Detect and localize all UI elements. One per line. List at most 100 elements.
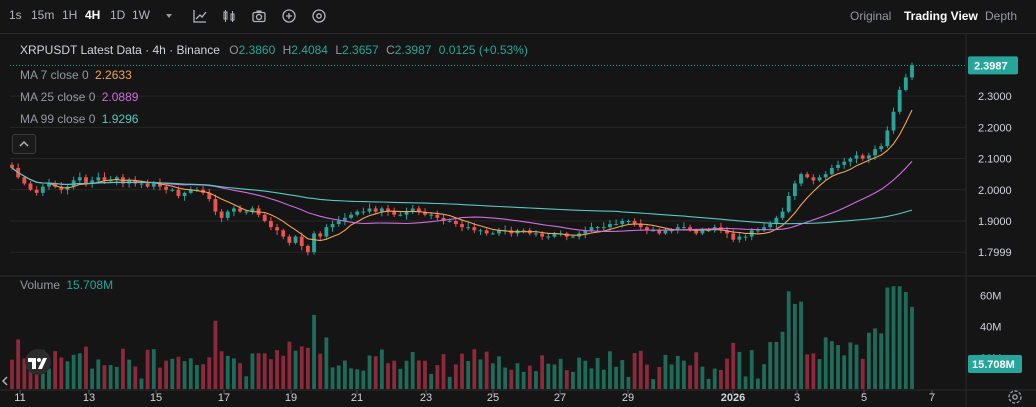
volume-bar [879,333,884,389]
ohlc-close: 2.3987 [394,43,432,57]
current-price-label: 2.3987 [974,60,1008,72]
xaxis-tick-label: 29 [622,392,634,404]
volume-bar [59,357,64,389]
candle-body [792,183,797,196]
volume-bar [829,341,834,389]
candle-body [848,158,853,162]
timeframe-1w[interactable]: 1W [132,8,150,22]
volume-bar [608,351,612,389]
volume-bar [164,360,169,389]
volume-bar [361,370,366,389]
candle-body [262,214,267,221]
candle-body [675,227,680,231]
volume-bar [755,378,760,389]
scroll-left-icon[interactable] [0,373,10,389]
timeframe-1s[interactable]: 1s [9,8,22,22]
camera-icon[interactable] [251,8,267,24]
volume-bar [632,353,637,389]
candle-body [737,236,742,240]
xaxis-tick-label: 2026 [721,392,745,404]
volume-bar [836,345,840,389]
candle-body [10,164,14,168]
ma7-line [11,109,913,242]
candle-body [903,77,908,90]
volume-bar [897,286,902,389]
timeframe-1d[interactable]: 1D [110,8,126,22]
volume-bar [77,353,82,389]
candle-body [170,189,175,191]
volume-bar [823,337,828,389]
volume-bar [373,356,378,389]
volume-bar [817,359,822,389]
candle-body [762,227,766,231]
chevron-down-icon[interactable] [161,8,177,24]
volume-bar [102,365,107,389]
candle-body [595,227,600,229]
candle-body [854,155,859,159]
timeframe-4h[interactable]: 4H [85,8,101,22]
volume-bar [342,360,347,389]
candle-body [77,177,82,181]
volume-bar [663,354,668,389]
candle-body [645,227,649,231]
view-original[interactable]: Original [850,9,892,23]
volume-bar [429,373,434,389]
volume-bar [10,359,14,389]
volume-bar [250,353,255,389]
volume-bar [669,364,674,389]
legend-collapse-button[interactable] [12,134,36,154]
volume-bar [682,360,686,389]
candle-body [860,155,865,159]
volume-bar [749,350,754,389]
candle-body [817,177,822,181]
price-tick-label: 1.9000 [978,216,1012,228]
candle-body [706,230,711,232]
volume-bar [379,349,384,389]
candle-body [225,211,230,218]
candle-body [490,233,495,235]
volume-bar [398,368,403,389]
volume-bar [527,365,532,389]
symbol-title: XRPUSDT Latest Data · 4h · Binance [20,43,220,57]
view-trading-view[interactable]: Trading View [904,9,978,23]
price-chart[interactable]: 2.3000 2.2000 2.1000 2.0000 1.9000 1.7999 2.39… [0,34,1036,407]
view-depth[interactable]: Depth [985,9,1018,23]
candle-body [40,186,45,193]
volume-bar [694,352,699,389]
candle-body [268,220,273,228]
volume-bar [509,369,514,389]
volume-bar [540,355,545,389]
candle-body [250,208,255,212]
candle-body [90,180,95,184]
volume-bar [305,347,310,389]
volume-bar [786,291,791,389]
bar-style-icon[interactable] [192,8,208,24]
timeframe-1h[interactable]: 1H [62,8,78,22]
candlestick-icon[interactable] [221,8,237,24]
volume-bar [595,358,600,389]
candle-body [429,214,434,216]
candle-body [497,230,501,234]
volume-bar [47,368,51,389]
timeframe-15m[interactable]: 15m [31,8,55,22]
volume-bar [811,353,816,389]
chart-settings-gear-icon[interactable] [1006,388,1024,406]
volume-bar [404,360,409,389]
volume-bar [65,361,70,389]
xaxis-tick-label: 27 [554,392,566,404]
plus-circle-icon[interactable] [281,8,297,24]
ohlc-open-label: O [229,43,239,57]
ohlc-high-label: H [282,43,292,57]
volume-bar [256,353,261,389]
candle-body [743,236,748,238]
volume-bar [466,360,471,389]
volume-bar [706,378,711,389]
settings-circle-icon[interactable] [311,8,327,24]
xaxis-tick-label: 7 [929,392,935,404]
volume-bar [367,355,372,389]
current-volume-badge [968,355,1022,373]
volume-bar [675,355,680,389]
volume-bar [195,365,199,389]
volume-tick-label: 60M [980,291,1001,303]
volume-bar [447,376,452,389]
